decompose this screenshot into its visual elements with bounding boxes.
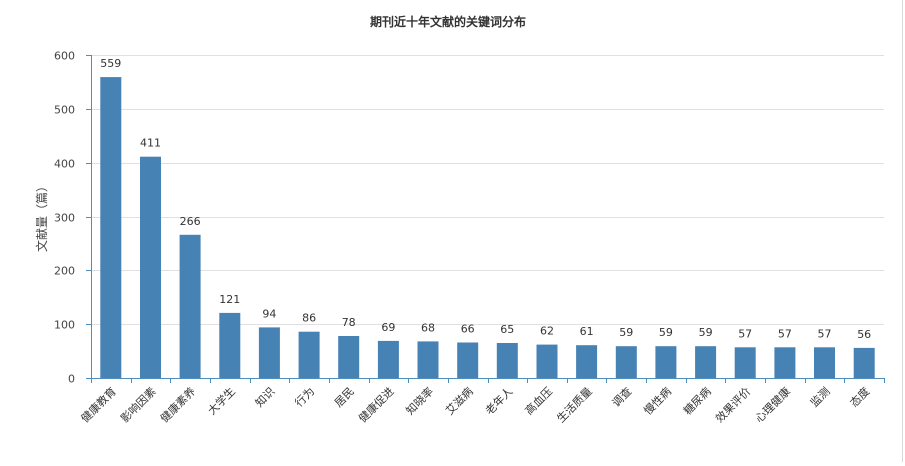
value-label: 559 bbox=[100, 57, 121, 70]
x-tick-label: 艾滋病 bbox=[443, 384, 476, 417]
value-label: 59 bbox=[659, 326, 673, 339]
bar bbox=[140, 156, 161, 378]
bar bbox=[100, 77, 122, 378]
bar bbox=[734, 347, 756, 378]
x-tick-label: 健康教育 bbox=[78, 384, 119, 425]
value-label: 61 bbox=[580, 325, 594, 338]
value-labels: 559 411 266 121 94 86 78 69 68 66 65 62 61 59 59 59 57 57… bbox=[100, 57, 871, 341]
value-label: 266 bbox=[180, 215, 201, 228]
bar bbox=[774, 347, 796, 378]
y-tick-label: 100 bbox=[54, 319, 75, 332]
bar bbox=[179, 234, 201, 378]
bar bbox=[814, 347, 835, 378]
value-label: 411 bbox=[140, 137, 161, 150]
bar bbox=[338, 336, 360, 378]
bar bbox=[417, 341, 439, 378]
y-axis-label: 文献量（篇） bbox=[34, 180, 49, 252]
value-label: 66 bbox=[461, 323, 475, 336]
bar bbox=[457, 342, 479, 378]
value-label: 78 bbox=[342, 316, 356, 329]
y-tick-label: 400 bbox=[54, 158, 75, 171]
value-label: 59 bbox=[619, 326, 633, 339]
value-label: 57 bbox=[818, 327, 832, 340]
value-label: 57 bbox=[778, 327, 792, 340]
x-tick-label: 高血压 bbox=[522, 384, 555, 417]
y-tick-label: 0 bbox=[68, 373, 75, 386]
x-tick-label: 监测 bbox=[808, 385, 833, 410]
value-label: 57 bbox=[738, 327, 752, 340]
value-label: 69 bbox=[381, 321, 395, 334]
x-tick-label: 效果评价 bbox=[712, 384, 753, 425]
bar bbox=[536, 344, 558, 378]
y-tick-label: 300 bbox=[54, 212, 75, 225]
frame-border bbox=[902, 0, 903, 462]
value-label: 59 bbox=[699, 326, 713, 339]
y-axis: 0 100 200 300 400 500 600 bbox=[54, 50, 92, 386]
bar bbox=[853, 347, 875, 378]
x-tick-label: 糖尿病 bbox=[680, 384, 713, 417]
x-tick-label: 老年人 bbox=[482, 384, 515, 417]
bar bbox=[695, 346, 717, 378]
x-tick-label: 慢性病 bbox=[641, 384, 674, 417]
value-label: 65 bbox=[500, 323, 514, 336]
bar bbox=[258, 327, 280, 378]
x-tick-label: 行为 bbox=[292, 385, 317, 410]
gridlines bbox=[91, 55, 884, 325]
y-tick-label: 600 bbox=[54, 50, 75, 63]
x-tick-label: 居民 bbox=[332, 385, 357, 410]
value-label: 86 bbox=[302, 312, 316, 325]
x-tick-label: 知识 bbox=[252, 384, 277, 409]
x-tick-label: 大学生 bbox=[205, 384, 238, 417]
x-tick-label: 生活质量 bbox=[554, 384, 595, 425]
value-label: 94 bbox=[262, 307, 276, 320]
x-tick-label: 影响因素 bbox=[118, 385, 158, 425]
value-label: 56 bbox=[857, 328, 871, 341]
x-tick-label: 知晓率 bbox=[403, 384, 436, 417]
bar bbox=[576, 345, 598, 378]
bar bbox=[496, 343, 518, 378]
y-tick-label: 200 bbox=[54, 265, 75, 278]
bar bbox=[377, 340, 399, 378]
x-tick-label: 健康促进 bbox=[356, 384, 397, 425]
x-tick-label: 心理健康 bbox=[752, 384, 793, 425]
bar bbox=[655, 346, 677, 378]
value-label: 62 bbox=[540, 325, 554, 338]
x-tick-label: 调查 bbox=[609, 384, 634, 409]
x-tick-label: 态度 bbox=[847, 384, 872, 409]
value-label: 121 bbox=[219, 293, 240, 306]
chart-title: 期刊近十年文献的关键词分布 bbox=[370, 14, 526, 29]
bars bbox=[100, 77, 875, 378]
bar bbox=[219, 312, 241, 378]
bar bbox=[298, 331, 320, 378]
value-label: 68 bbox=[421, 321, 435, 334]
y-tick-label: 500 bbox=[54, 104, 75, 117]
x-axis: 健康教育 影响因素 健康素养 大学生 知识 行为 居民 健康促进 知晓率 艾滋病 老年人 高血压 生活质… bbox=[78, 378, 885, 425]
x-tick-label: 健康素养 bbox=[157, 384, 198, 425]
bar bbox=[615, 346, 637, 378]
